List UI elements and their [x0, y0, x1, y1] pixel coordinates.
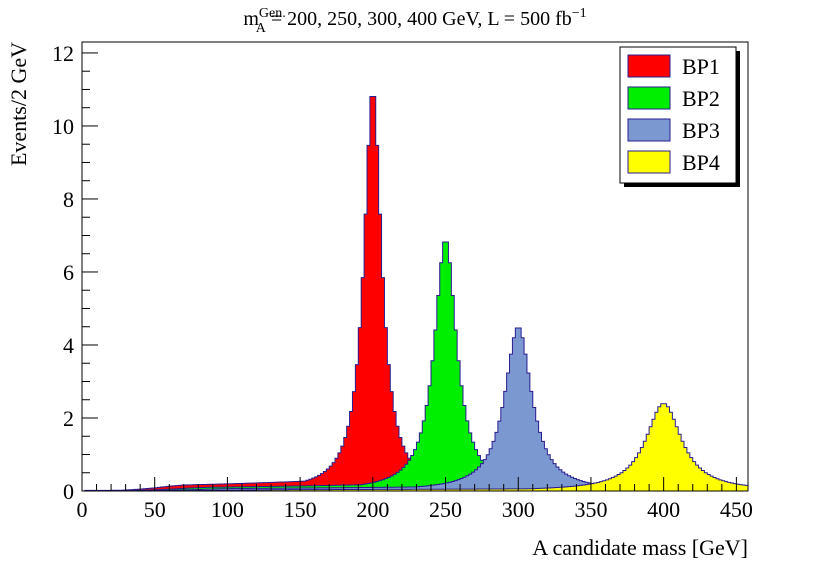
legend-label-bp2: BP2: [682, 86, 720, 111]
legend-swatch-bp3: [627, 118, 671, 142]
legend-swatch-bp1: [627, 54, 671, 78]
title-rest: = 200, 250, 300, 400 GeV, L = 500 fb: [266, 8, 572, 30]
x-tick-label: 450: [720, 497, 753, 522]
y-tick-label: 0: [63, 479, 74, 504]
y-tick-label: 10: [52, 114, 74, 139]
legend-swatch-bp4: [627, 150, 671, 174]
x-tick-label: 300: [502, 497, 535, 522]
legend-label-bp1: BP1: [682, 54, 720, 79]
y-axis-label: Events/2 GeV: [6, 42, 31, 166]
title-superscript: Gen.: [259, 6, 286, 21]
legend-label-bp4: BP4: [682, 150, 720, 175]
chart-title: mGen. A = 200, 250, 300, 400 GeV, L = 500…: [243, 6, 586, 36]
y-tick-label: 12: [52, 41, 74, 66]
legend: BP1 BP2 BP3 BP4: [619, 46, 740, 187]
plot-frame: [81, 41, 749, 492]
title-lumi-exponent: −1: [572, 6, 587, 21]
x-tick-label: 50: [144, 497, 166, 522]
x-tick-label: 350: [574, 497, 607, 522]
y-tick-label: 8: [63, 187, 74, 212]
title-m: m: [243, 8, 259, 30]
title-subscript: A: [256, 21, 267, 36]
x-tick-label: 200: [356, 497, 389, 522]
y-tick-label: 2: [63, 406, 74, 431]
x-tick-label: 250: [429, 497, 462, 522]
x-tick-label: 150: [284, 497, 317, 522]
x-tick-label: 400: [647, 497, 680, 522]
x-tick-label: 100: [211, 497, 244, 522]
x-tick-label: 0: [77, 497, 88, 522]
legend-label-bp3: BP3: [682, 118, 720, 143]
y-tick-label: 6: [63, 260, 74, 285]
legend-swatch-bp2: [627, 86, 671, 110]
y-tick-label: 4: [63, 333, 74, 358]
x-axis-label: A candidate mass [GeV]: [532, 535, 748, 560]
axes: 0 50 100 150 200 250 300 350 400 450 0 2 4 6 8 10 12: [52, 41, 753, 522]
